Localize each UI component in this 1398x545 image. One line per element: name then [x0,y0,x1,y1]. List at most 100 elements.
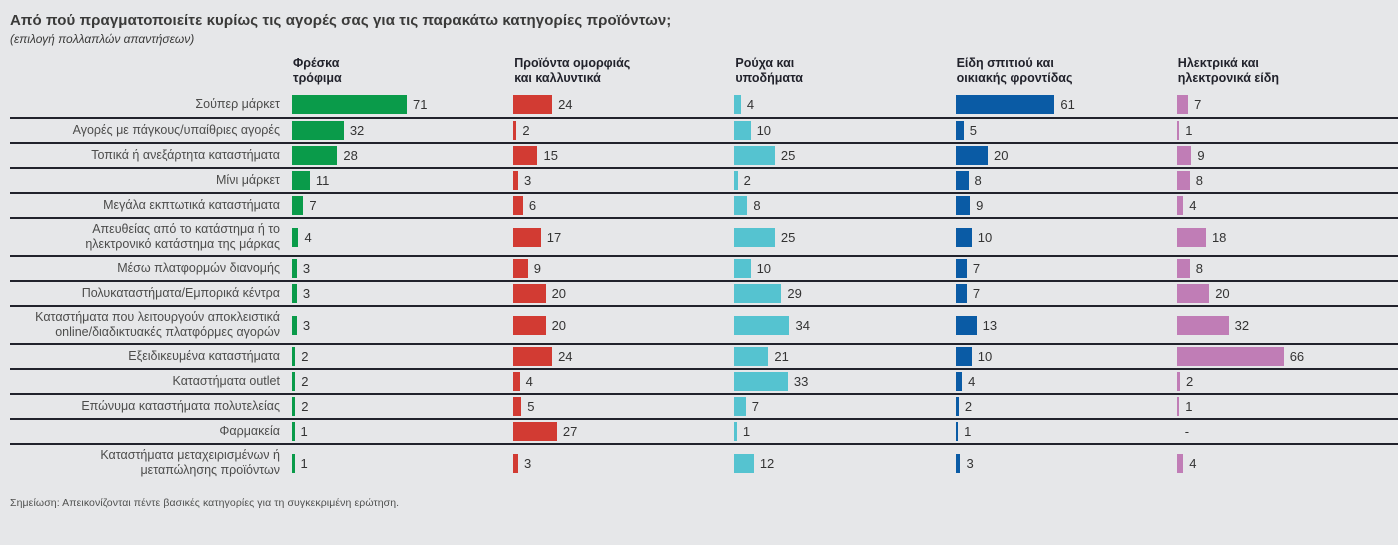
row-label: Φαρμακεία [219,424,280,438]
bar-cell: 32 [292,119,513,142]
row-label: Εξειδικευμένα καταστήματα [128,349,280,363]
bar-cell: 2 [292,345,513,368]
bar-cell: 8 [1176,257,1398,280]
bar [734,422,737,441]
bar [513,259,528,278]
table-row: Καταστήματα που λειτουργούν αποκλειστικά… [10,305,1398,343]
bar [1176,347,1284,366]
bar-value-label: 3 [966,455,974,471]
bar-value-label: 1 [1185,123,1193,138]
table-row: Καταστήματα μεταχειρισμένων ή μεταπώληση… [10,443,1398,481]
chart-rows: Σούπερ μάρκετ 71 24 4 61 7 Αγορές με πάγκους/υ… [10,92,1398,481]
table-row: Καταστήματα outlet 2 4 33 4 2 [10,368,1398,393]
bar [1176,284,1210,303]
bar [734,397,746,416]
bar-cell: 9 [955,194,1177,217]
bar-value-label: 28 [343,148,358,163]
bar-cell: 24 [513,92,734,117]
bar-value-label: 8 [753,198,761,213]
bar-cell: 18 [1176,219,1398,255]
bar [955,95,1055,114]
bar-value-label: 21 [774,349,789,364]
bar-cell: 5 [513,395,734,418]
bar-value-label: 71 [413,97,428,112]
bar-cell: 10 [734,119,955,142]
bar-cell: 3 [292,307,513,343]
bar-value-label: 2 [301,374,309,389]
chart-title: Από πού πραγματοποιείτε κυρίως τις αγορέ… [10,12,672,29]
column-headers-row: Φρέσκα τρόφιμα Προϊόντα ομορφιάς και καλλ… [10,56,1398,86]
table-row: Επώνυμα καταστήματα πολυτελείας 2 5 7 2 1 [10,393,1398,418]
bar [955,453,961,473]
row-label: Τοπικά ή ανεξάρτητα καταστήματα [91,148,280,162]
bar-cell: 2 [513,119,734,142]
table-row: Τοπικά ή ανεξάρτητα καταστήματα 28 15 25 20 9 [10,142,1398,167]
bar-value-label: 20 [993,148,1009,163]
bar-value-label: 20 [1215,286,1230,301]
bar-value-label: 4 [304,229,312,245]
bar [955,259,967,278]
bar-cell: 32 [1176,307,1398,343]
bar-value-label: 1 [964,424,972,439]
bar-cell: 27 [513,420,734,443]
table-row: Μέσω πλατφορμών διανομής 3 9 10 7 8 [10,255,1398,280]
bar-value-label: 4 [1189,455,1197,471]
bar-value-label: 10 [977,349,993,364]
bar [955,121,964,140]
bar-cell: 24 [513,345,734,368]
bar-value-label: 15 [543,148,558,163]
bar-value-label: 10 [977,229,993,245]
bar [955,146,988,165]
bar [1176,453,1184,473]
bar-cell: 1 [1176,395,1398,418]
bar [513,227,541,247]
bar-cell: 12 [734,445,955,481]
bar-cell: 15 [513,144,734,167]
bar [1176,196,1184,215]
bar [292,95,408,114]
series-header-1: Προϊόντα ομορφιάς και καλλυντικά [514,56,631,85]
bar [513,121,517,140]
bar [292,315,297,335]
bar-cell: 9 [513,257,734,280]
bar-value-label: 10 [756,261,772,276]
bar-value-label: 27 [562,424,578,439]
bar-value-label: 4 [746,97,755,112]
bar-value-label: 2 [964,399,973,414]
bar-value-label: 3 [524,173,532,188]
bar-value-label: 4 [525,374,533,389]
bar [955,284,967,303]
bar-value-label: 1 [742,424,751,439]
bar-chart: Φρέσκα τρόφιμα Προϊόντα ομορφιάς και καλλ… [10,56,1398,481]
row-label: Μέσω πλατφορμών διανομής [117,261,280,275]
chart-subtitle: (επιλογή πολλαπλών απαντήσεων) [10,32,195,46]
bar-value-label: 10 [756,123,772,138]
bar-value-label: 4 [1189,198,1197,213]
bar-cell: 10 [955,219,1177,255]
bar-cell: 28 [292,144,513,167]
bar [734,121,751,140]
row-label: Καταστήματα outlet [172,374,280,388]
bar-value-label: 1 [300,424,308,439]
bar-value-label: 5 [969,123,977,138]
bar-cell: 5 [955,119,1177,142]
bar [513,196,523,215]
row-label: Καταστήματα που λειτουργούν αποκλειστικά… [35,310,280,339]
bar-value-label: 2 [743,173,751,188]
table-row: Απευθείας από το κατάστημα ή το ηλεκτρον… [10,217,1398,255]
bar [734,171,738,190]
bar-value-label: 17 [546,229,562,245]
bar [1176,397,1180,416]
row-label: Απευθείας από το κατάστημα ή το ηλεκτρον… [85,222,280,251]
bar [734,453,754,473]
bar-value-label: 7 [1194,97,1202,112]
bar-cell: 8 [734,194,955,217]
bar [734,95,741,114]
bar-cell: 17 [513,219,734,255]
bar [734,372,788,391]
bar-cell: 4 [292,219,513,255]
bar-value-label: 8 [1195,173,1203,188]
bar-cell: 4 [955,370,1177,393]
bar [513,422,557,441]
